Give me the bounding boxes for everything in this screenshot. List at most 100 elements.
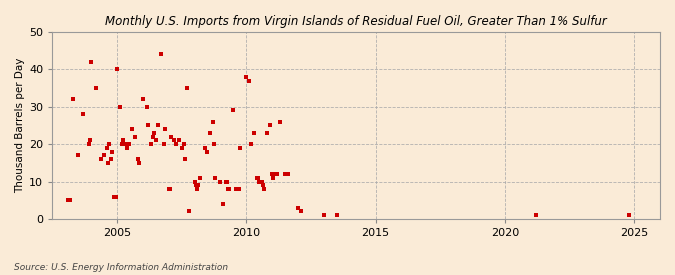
Point [248,131,259,135]
Point [86,60,97,64]
Point [193,183,204,188]
Point [110,194,121,199]
Point [331,213,342,218]
Point [149,131,160,135]
Point [233,187,244,191]
Point [155,52,166,57]
Point [101,146,112,150]
Point [224,187,235,191]
Point [78,112,88,116]
Point [176,146,187,150]
Point [295,209,306,214]
Point [153,123,164,128]
Point [103,161,113,165]
Point [194,176,205,180]
Point [215,179,226,184]
Point [134,161,144,165]
Point [319,213,329,218]
Point [282,172,293,176]
Point [207,120,218,124]
Point [84,138,95,143]
Point [130,134,140,139]
Point [169,138,180,143]
Point [165,187,176,191]
Point [122,146,133,150]
Point [184,209,195,214]
Point [117,142,128,146]
Point [209,142,219,146]
Point [258,183,269,188]
Point [210,176,221,180]
Point [275,120,286,124]
Point [246,142,256,146]
Point [264,123,275,128]
Point [118,138,129,143]
Point [171,142,182,146]
Point [127,127,138,131]
Point [132,157,143,161]
Text: Source: U.S. Energy Information Administration: Source: U.S. Energy Information Administ… [14,263,227,272]
Point [145,142,156,146]
Point [99,153,109,158]
Point [138,97,148,101]
Point [261,131,272,135]
Point [190,183,201,188]
Point [159,127,170,131]
Point [104,142,115,146]
Point [251,176,262,180]
Point [223,187,234,191]
Point [254,179,265,184]
Point [531,213,541,218]
Point [279,172,290,176]
Point [142,123,153,128]
Point [252,176,263,180]
Point [234,146,245,150]
Point [91,86,102,90]
Point [179,142,190,146]
Point [272,172,283,176]
Point [221,179,232,184]
Point [241,75,252,79]
Point [220,179,231,184]
Title: Monthly U.S. Imports from Virgin Islands of Residual Fuel Oil, Greater Than 1% S: Monthly U.S. Imports from Virgin Islands… [105,15,607,28]
Point [124,142,134,146]
Point [217,202,228,206]
Point [255,179,266,184]
Point [62,198,73,202]
Point [151,138,161,143]
Point [68,97,78,101]
Point [114,104,125,109]
Point [205,131,215,135]
Point [292,205,303,210]
Point [228,108,239,113]
Point [268,176,279,180]
Point [267,172,277,176]
Point [148,134,159,139]
Y-axis label: Thousand Barrels per Day: Thousand Barrels per Day [15,58,25,193]
Point [163,187,174,191]
Point [109,194,119,199]
Point [65,198,76,202]
Point [624,213,634,218]
Point [158,142,169,146]
Point [107,149,117,154]
Point [192,187,202,191]
Point [105,157,116,161]
Point [200,146,211,150]
Point [259,187,270,191]
Point [269,172,280,176]
Point [119,142,130,146]
Point [182,86,192,90]
Point [141,104,152,109]
Point [166,134,177,139]
Point [202,149,213,154]
Point [256,179,267,184]
Point [244,78,254,83]
Point [111,67,122,72]
Point [173,138,184,143]
Point [180,157,191,161]
Point [96,157,107,161]
Point [83,142,94,146]
Point [231,187,242,191]
Point [73,153,84,158]
